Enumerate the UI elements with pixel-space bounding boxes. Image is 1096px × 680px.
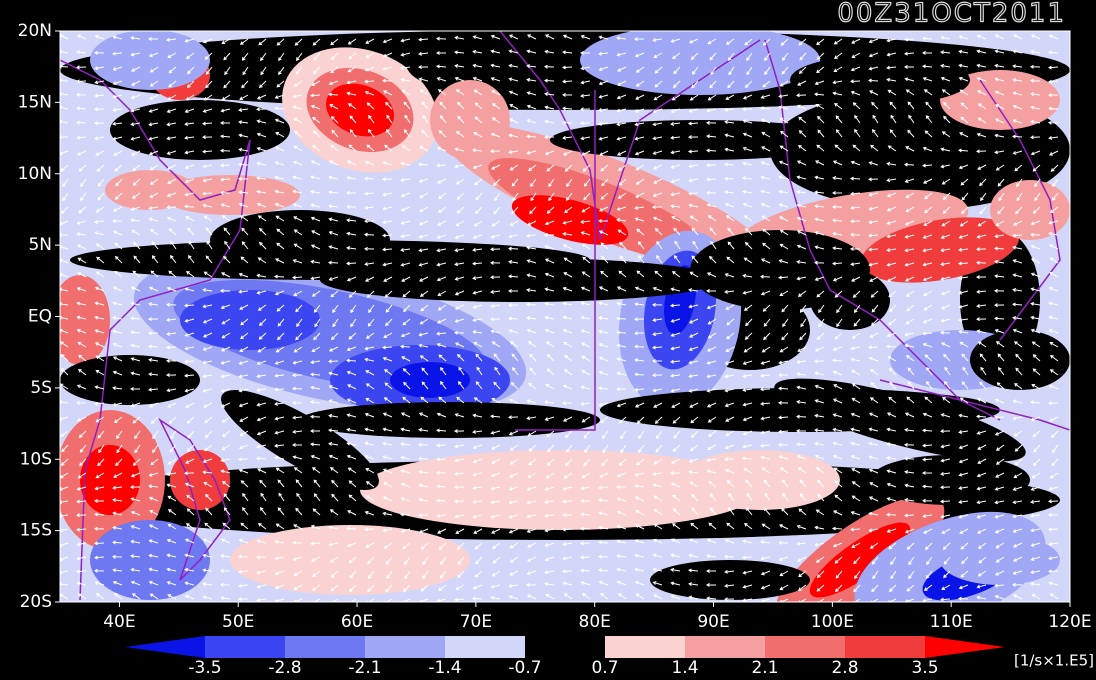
- colorbar-label: 2.1: [751, 658, 778, 678]
- contour-region: [170, 450, 230, 510]
- title: 00Z31OCT2011: [837, 0, 1066, 29]
- india-coast: [499, 31, 761, 241]
- boundary-line: [515, 90, 596, 431]
- colorbar-left-arrow: [125, 636, 205, 658]
- x-tick-label: 110E: [930, 612, 973, 632]
- x-tick-label: 50E: [222, 612, 254, 632]
- neutral-region: [550, 120, 850, 160]
- contour-region: [861, 217, 1019, 283]
- colorbar-label: -1.4: [428, 658, 461, 678]
- colorbar-label: -2.1: [348, 658, 381, 678]
- colorbar-units: [1/s×1.E5]: [1014, 652, 1094, 670]
- madagascar: [158, 417, 231, 581]
- colorbar-box: [525, 636, 605, 658]
- y-tick-label: 15S: [20, 521, 52, 541]
- neutral-region: [600, 388, 1000, 432]
- neutral-region: [320, 258, 720, 302]
- contour-region: [105, 170, 195, 210]
- contour-region: [430, 80, 510, 160]
- colorbar-label: -0.7: [508, 658, 541, 678]
- x-tick-label: 80E: [579, 612, 611, 632]
- contour-region: [809, 522, 911, 598]
- x-tick-label: 40E: [103, 612, 135, 632]
- y-tick-label: 20N: [18, 21, 52, 41]
- contour-region: [680, 450, 840, 510]
- neutral-region: [650, 560, 810, 600]
- contour-region: [940, 70, 1060, 130]
- colorbar-box: [605, 636, 685, 658]
- neutral-region: [300, 402, 600, 438]
- colorbar-box: [845, 636, 925, 658]
- wind-vectors: [60, 34, 1059, 602]
- colorbar-box: [685, 636, 765, 658]
- neutral-region: [221, 390, 379, 490]
- colorbar-right-arrow: [925, 636, 1005, 658]
- y-tick-label: 10S: [20, 449, 52, 469]
- colorbar-label: -2.8: [268, 658, 301, 678]
- colorbar-label: -3.5: [188, 658, 221, 678]
- neutral-region: [110, 100, 290, 160]
- contour-region: [80, 445, 140, 515]
- colorbar-label: 3.5: [911, 658, 938, 678]
- contour-region: [160, 175, 300, 215]
- asia-coast: [979, 79, 1061, 341]
- contour-region: [326, 83, 394, 137]
- colorbar-label: 0.7: [591, 658, 618, 678]
- colorbar-label: 2.8: [831, 658, 858, 678]
- neutral-region: [970, 330, 1070, 390]
- contour-region: [90, 520, 210, 600]
- x-tick-label: 90E: [697, 612, 729, 632]
- y-tick-label: 10N: [18, 164, 52, 184]
- colorbar-box: [365, 636, 445, 658]
- y-tick-label: 15N: [18, 92, 52, 112]
- neutral-region: [870, 455, 1030, 505]
- colorbar-label: 1.4: [671, 658, 698, 678]
- neutral-region: [60, 355, 200, 405]
- x-tick-label: 100E: [811, 612, 854, 632]
- x-tick-label: 70E: [460, 612, 492, 632]
- y-tick-label: 20S: [20, 592, 52, 612]
- axes: 40E 50E 60E 70E 80E 90E 100E 110E 120E 20N 15N 10N 5…: [18, 21, 1092, 632]
- y-tick-label: EQ: [28, 307, 52, 327]
- java-coast: [879, 379, 1070, 431]
- neutral-region: [810, 270, 890, 330]
- contour-region: [90, 31, 210, 90]
- x-tick-label: 120E: [1048, 612, 1091, 632]
- africa-coast: [60, 59, 251, 601]
- vorticity-field: [60, 31, 1070, 602]
- x-tick-label: 60E: [341, 612, 373, 632]
- y-tick-label: 5S: [30, 378, 52, 398]
- colorbar: -3.5 -2.8 -2.1 -1.4 -0.7 0.7 1.4 2.1 2.8 3.5: [125, 636, 1005, 678]
- contour-region: [180, 290, 320, 350]
- colorbar-box: [205, 636, 285, 658]
- contour-region: [580, 31, 820, 95]
- contour-region: [990, 180, 1070, 240]
- contour-region: [390, 362, 470, 398]
- y-tick-label: 5N: [28, 235, 52, 255]
- colorbar-box: [445, 636, 525, 658]
- colorbar-box: [765, 636, 845, 658]
- colorbar-box: [285, 636, 365, 658]
- contour-region: [360, 450, 760, 530]
- neutral-region: [405, 35, 475, 85]
